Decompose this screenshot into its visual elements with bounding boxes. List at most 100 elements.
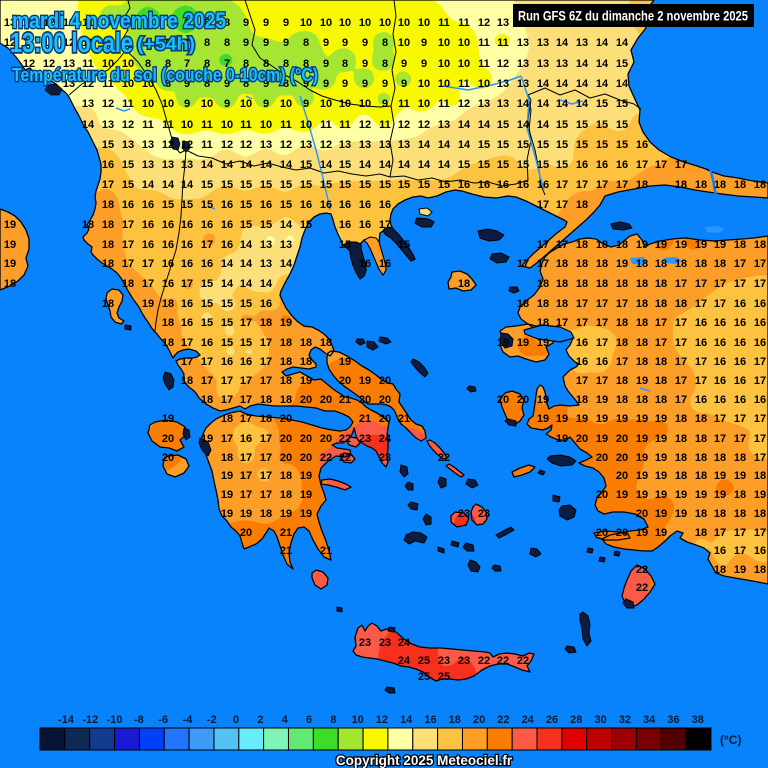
svg-text:17: 17 <box>596 375 608 387</box>
svg-text:26: 26 <box>546 714 558 726</box>
svg-text:18: 18 <box>122 278 134 290</box>
svg-text:15: 15 <box>339 159 351 171</box>
svg-text:11: 11 <box>458 17 470 29</box>
svg-text:14: 14 <box>517 119 530 131</box>
svg-text:23: 23 <box>438 655 450 667</box>
svg-text:16: 16 <box>221 239 233 251</box>
svg-text:8: 8 <box>243 58 249 70</box>
svg-text:14: 14 <box>320 159 333 171</box>
svg-text:16: 16 <box>102 159 114 171</box>
svg-text:15: 15 <box>181 199 193 211</box>
svg-text:10: 10 <box>320 98 332 110</box>
svg-text:22: 22 <box>339 433 351 445</box>
svg-text:14: 14 <box>142 179 155 191</box>
svg-text:18: 18 <box>280 489 292 501</box>
svg-text:16: 16 <box>576 337 588 349</box>
svg-text:14: 14 <box>221 278 234 290</box>
svg-text:17: 17 <box>675 159 687 171</box>
svg-text:10: 10 <box>418 17 430 29</box>
svg-text:13: 13 <box>142 159 154 171</box>
svg-text:17: 17 <box>240 470 252 482</box>
svg-text:15: 15 <box>201 179 213 191</box>
svg-text:17: 17 <box>754 433 766 445</box>
svg-text:16: 16 <box>478 179 490 191</box>
svg-text:9: 9 <box>303 78 309 90</box>
svg-text:15: 15 <box>537 159 549 171</box>
svg-text:11: 11 <box>478 37 490 49</box>
svg-text:15: 15 <box>497 159 509 171</box>
svg-text:18: 18 <box>675 179 687 191</box>
svg-text:18: 18 <box>734 179 746 191</box>
svg-text:16: 16 <box>754 298 766 310</box>
svg-text:18: 18 <box>655 394 667 406</box>
svg-text:22: 22 <box>497 714 509 726</box>
svg-text:13: 13 <box>122 139 134 151</box>
svg-text:25: 25 <box>418 655 430 667</box>
svg-text:7: 7 <box>184 58 190 70</box>
svg-text:16: 16 <box>300 199 312 211</box>
svg-text:14: 14 <box>458 139 471 151</box>
svg-text:20: 20 <box>320 433 332 445</box>
svg-text:8: 8 <box>204 58 210 70</box>
svg-text:19: 19 <box>221 508 233 520</box>
svg-text:17: 17 <box>240 413 252 425</box>
svg-text:13: 13 <box>379 139 391 151</box>
svg-text:19: 19 <box>655 413 667 425</box>
svg-text:18: 18 <box>616 375 628 387</box>
svg-text:18: 18 <box>576 258 588 270</box>
svg-text:15: 15 <box>240 219 252 231</box>
svg-text:17: 17 <box>240 452 252 464</box>
svg-text:30: 30 <box>594 714 606 726</box>
svg-text:19: 19 <box>280 317 292 329</box>
svg-text:13: 13 <box>63 58 75 70</box>
svg-text:14: 14 <box>260 159 273 171</box>
svg-text:9: 9 <box>342 37 348 49</box>
svg-text:12: 12 <box>398 119 410 131</box>
svg-text:13: 13 <box>260 239 272 251</box>
svg-text:16: 16 <box>714 394 726 406</box>
svg-text:8: 8 <box>283 58 289 70</box>
svg-text:16: 16 <box>221 356 233 368</box>
svg-text:14: 14 <box>478 119 491 131</box>
svg-text:23: 23 <box>379 637 391 649</box>
svg-text:19: 19 <box>240 508 252 520</box>
svg-text:15: 15 <box>537 139 549 151</box>
svg-text:18: 18 <box>636 356 648 368</box>
svg-text:18: 18 <box>556 298 568 310</box>
svg-text:9: 9 <box>263 78 269 90</box>
svg-text:14: 14 <box>418 159 431 171</box>
svg-text:12: 12 <box>4 37 16 49</box>
svg-text:18: 18 <box>4 278 16 290</box>
svg-text:11: 11 <box>201 119 213 131</box>
svg-text:17: 17 <box>122 219 134 231</box>
svg-text:17: 17 <box>734 278 746 290</box>
svg-text:9: 9 <box>401 58 407 70</box>
svg-text:13: 13 <box>497 17 509 29</box>
svg-text:20: 20 <box>280 433 292 445</box>
svg-text:17: 17 <box>754 278 766 290</box>
svg-text:15: 15 <box>438 179 450 191</box>
svg-text:25: 25 <box>418 671 430 683</box>
svg-text:16: 16 <box>458 179 470 191</box>
svg-text:17: 17 <box>556 179 568 191</box>
svg-text:10: 10 <box>359 17 371 29</box>
svg-text:17: 17 <box>714 433 726 445</box>
svg-text:13: 13 <box>497 78 509 90</box>
svg-text:18: 18 <box>102 298 114 310</box>
svg-text:10: 10 <box>438 58 450 70</box>
svg-text:15: 15 <box>616 119 628 131</box>
svg-text:17: 17 <box>537 199 549 211</box>
svg-text:19: 19 <box>695 239 707 251</box>
svg-text:20: 20 <box>497 394 509 406</box>
svg-text:19: 19 <box>596 413 608 425</box>
svg-text:18: 18 <box>675 433 687 445</box>
svg-text:21: 21 <box>280 527 292 539</box>
svg-text:11: 11 <box>162 119 174 131</box>
svg-text:18: 18 <box>695 452 707 464</box>
svg-text:18: 18 <box>576 199 588 211</box>
svg-text:16: 16 <box>181 317 193 329</box>
svg-text:17: 17 <box>576 298 588 310</box>
svg-text:20: 20 <box>636 508 648 520</box>
svg-text:16: 16 <box>714 545 726 557</box>
svg-text:10: 10 <box>102 37 114 49</box>
